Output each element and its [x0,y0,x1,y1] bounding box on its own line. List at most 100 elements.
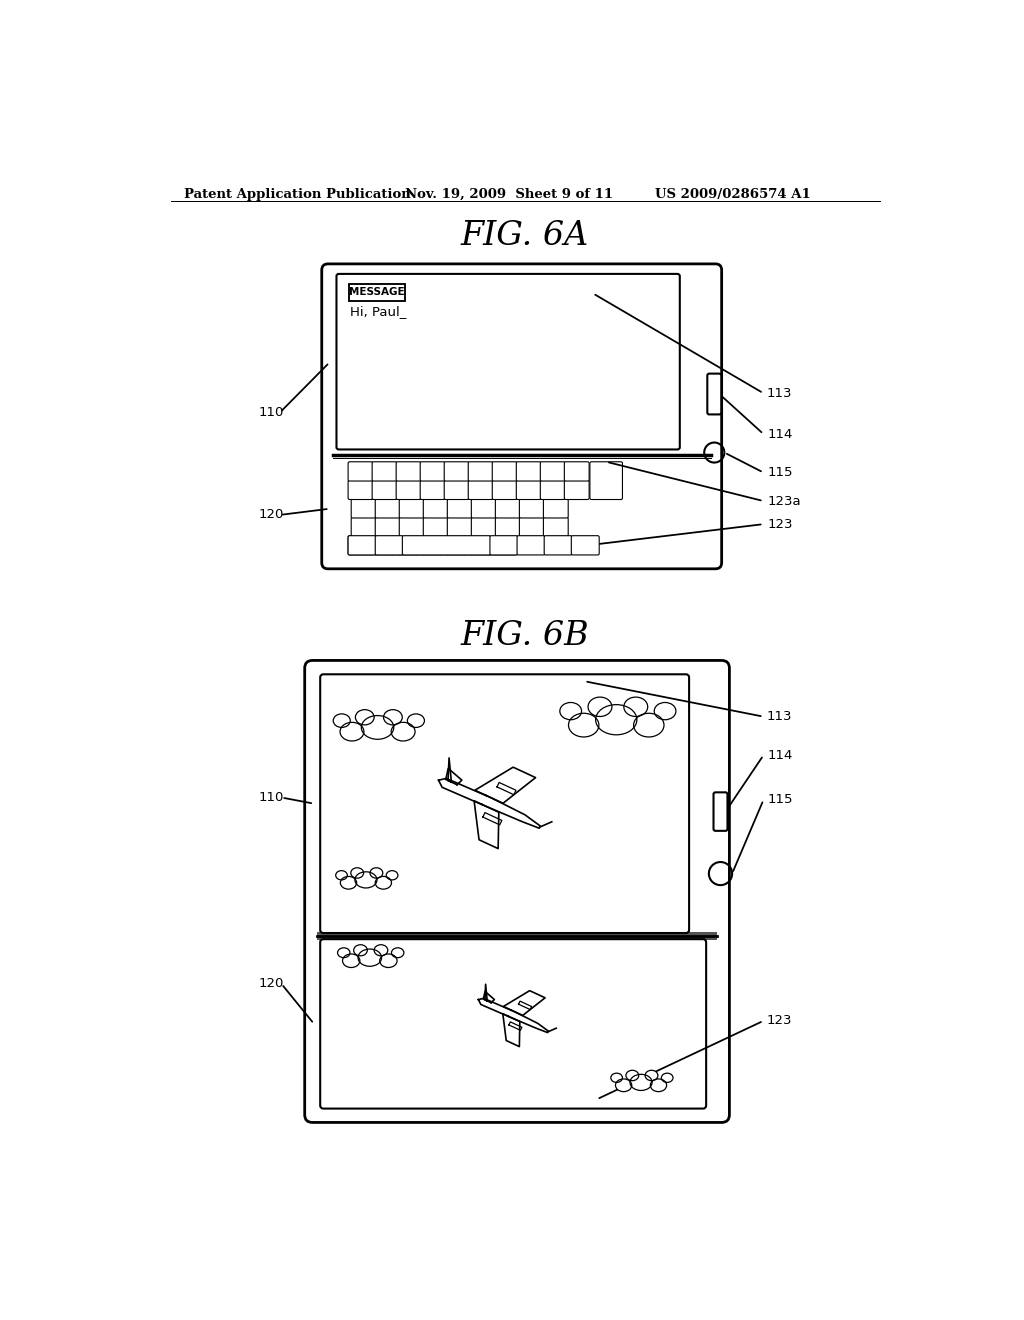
Polygon shape [504,990,545,1015]
Polygon shape [483,991,495,1003]
Polygon shape [445,768,462,784]
Text: MESSAGE: MESSAGE [349,288,404,297]
Ellipse shape [391,722,415,741]
FancyBboxPatch shape [468,536,493,554]
Ellipse shape [386,871,398,880]
Text: 115: 115 [767,466,793,479]
FancyBboxPatch shape [489,536,518,554]
Bar [317,932,717,940]
FancyBboxPatch shape [375,536,403,554]
Text: FIG. 6B: FIG. 6B [461,620,589,652]
FancyBboxPatch shape [544,536,572,554]
Text: Patent Application Publication: Patent Application Publication [183,187,411,201]
Ellipse shape [361,715,394,739]
FancyBboxPatch shape [423,499,449,517]
FancyBboxPatch shape [396,462,421,480]
Ellipse shape [654,702,676,719]
FancyBboxPatch shape [420,536,445,554]
Ellipse shape [355,710,374,725]
FancyBboxPatch shape [541,480,565,499]
FancyBboxPatch shape [372,480,397,499]
Polygon shape [474,801,499,849]
Text: 113: 113 [767,710,793,723]
Text: 123: 123 [767,1014,793,1027]
Text: 110: 110 [258,791,284,804]
FancyBboxPatch shape [564,462,589,480]
FancyBboxPatch shape [447,517,472,536]
Ellipse shape [342,954,359,968]
Text: 113: 113 [767,387,793,400]
Polygon shape [475,767,536,804]
Text: 120: 120 [258,508,284,521]
Text: 115: 115 [767,793,793,807]
Ellipse shape [568,713,599,737]
FancyBboxPatch shape [396,480,421,499]
Polygon shape [449,758,452,781]
Polygon shape [485,985,487,1001]
FancyBboxPatch shape [516,480,541,499]
Text: 114: 114 [767,748,793,762]
Ellipse shape [355,871,377,888]
FancyBboxPatch shape [321,675,689,933]
FancyBboxPatch shape [351,499,376,517]
Polygon shape [518,1001,531,1010]
Ellipse shape [630,1074,652,1090]
FancyBboxPatch shape [348,480,373,499]
Polygon shape [497,783,516,795]
Text: Nov. 19, 2009  Sheet 9 of 11: Nov. 19, 2009 Sheet 9 of 11 [406,187,613,201]
Text: FIG. 6A: FIG. 6A [461,220,589,252]
FancyBboxPatch shape [399,517,424,536]
Polygon shape [483,813,502,825]
FancyBboxPatch shape [471,517,496,536]
FancyBboxPatch shape [493,536,517,554]
FancyBboxPatch shape [348,536,376,554]
Text: 114: 114 [767,428,793,441]
Ellipse shape [624,697,648,717]
Ellipse shape [650,1078,667,1092]
Ellipse shape [588,697,612,717]
Text: 123a: 123a [767,495,801,508]
Ellipse shape [370,867,383,878]
FancyBboxPatch shape [571,536,599,554]
FancyBboxPatch shape [519,517,544,536]
FancyBboxPatch shape [375,499,400,517]
Text: 123: 123 [767,517,793,531]
FancyBboxPatch shape [444,480,469,499]
FancyBboxPatch shape [372,536,397,554]
FancyBboxPatch shape [544,499,568,517]
FancyBboxPatch shape [399,499,424,517]
Ellipse shape [662,1073,673,1082]
FancyBboxPatch shape [714,792,727,830]
FancyBboxPatch shape [423,517,449,536]
FancyBboxPatch shape [541,462,565,480]
Ellipse shape [391,948,403,958]
Ellipse shape [615,1078,632,1092]
FancyBboxPatch shape [496,499,520,517]
FancyBboxPatch shape [590,462,623,499]
Ellipse shape [560,702,582,719]
Text: Hi, Paul_: Hi, Paul_ [350,305,407,318]
FancyBboxPatch shape [348,462,373,480]
Text: 120: 120 [258,977,284,990]
Ellipse shape [340,722,364,741]
FancyBboxPatch shape [337,275,680,449]
FancyBboxPatch shape [321,940,707,1109]
FancyBboxPatch shape [517,536,545,554]
Ellipse shape [333,714,350,727]
Text: US 2009/0286574 A1: US 2009/0286574 A1 [655,187,811,201]
Ellipse shape [338,948,350,958]
FancyBboxPatch shape [447,499,472,517]
FancyBboxPatch shape [519,499,544,517]
FancyBboxPatch shape [396,536,421,554]
Polygon shape [503,1014,520,1047]
FancyBboxPatch shape [444,536,469,554]
FancyBboxPatch shape [544,517,568,536]
Polygon shape [509,1022,522,1031]
Ellipse shape [626,1071,639,1081]
Text: 110: 110 [258,407,284,418]
FancyBboxPatch shape [444,462,469,480]
FancyBboxPatch shape [564,480,589,499]
Ellipse shape [408,714,424,727]
FancyBboxPatch shape [322,264,722,569]
Ellipse shape [596,705,637,735]
